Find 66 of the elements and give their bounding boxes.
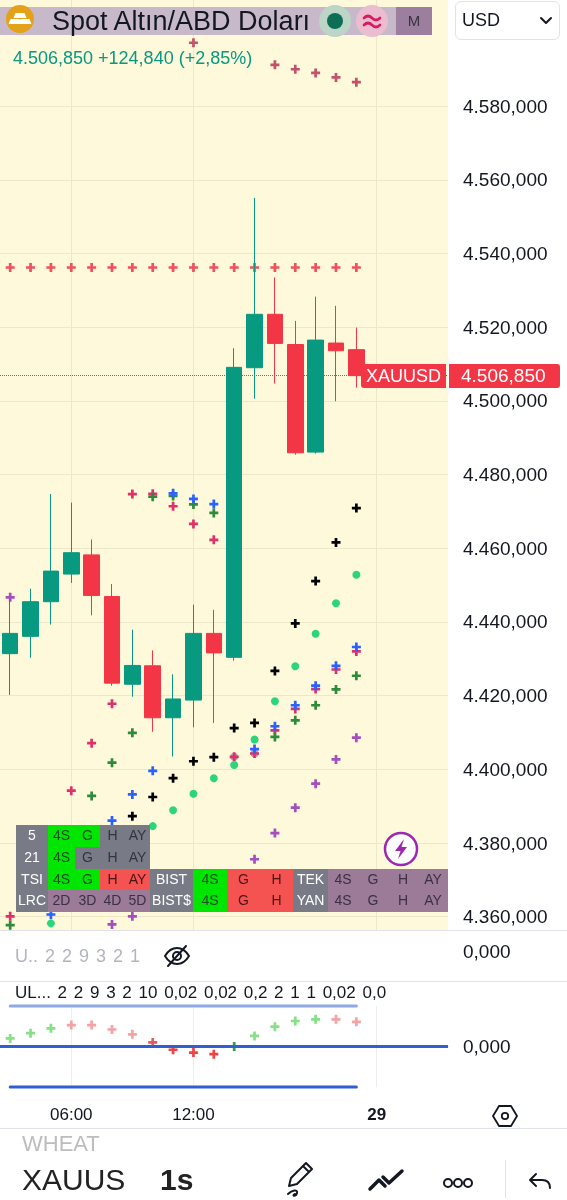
annotation: TEK [293, 868, 328, 891]
annotation: G [75, 868, 100, 891]
annotation: G [227, 890, 260, 912]
annotation: H [100, 868, 125, 891]
y-tick-label: 4.500,000 [463, 390, 548, 412]
annotation: 5D [125, 890, 150, 912]
y-tick-label: 4.420,000 [463, 685, 548, 707]
annotation: TSI [16, 868, 48, 891]
annotation: YAN [293, 890, 328, 912]
y-tick-label: 4.540,000 [463, 243, 548, 264]
text: 0,000 [463, 941, 511, 963]
x-tick-label: 06:00 [50, 1105, 93, 1124]
annotation: G [75, 846, 100, 869]
annotation: H [100, 846, 125, 869]
y-tick-label: 4.480,000 [463, 464, 548, 486]
chart-title: Spot Altın/ABD Doları [52, 6, 311, 36]
annotation: 4S [48, 868, 75, 891]
y-tick-label: 4.380,000 [463, 832, 548, 854]
y-tick-label: 4.580,000 [463, 95, 548, 117]
annotation: H [260, 890, 293, 912]
annotation: G [75, 825, 100, 847]
annotation: AY [125, 868, 150, 891]
annotation: 4S [328, 868, 358, 891]
text: 4.506,850 +124,840 (+2,85%) [13, 47, 253, 70]
y-tick-label: 4.360,000 [463, 906, 548, 928]
y-tick-label: 4.460,000 [463, 537, 548, 559]
text: 4.506,850 [449, 363, 560, 388]
annotation: G [358, 890, 388, 912]
text: USD [462, 9, 501, 31]
annotation: H [388, 868, 418, 891]
chart-title: UL... 2 2 9 3 2 10 0,02 0,02 0,2 2 1 1 0,02 0,0 [15, 983, 387, 1003]
annotation: AY [125, 825, 150, 847]
annotation: LRC [16, 890, 48, 912]
annotation: 4S [193, 890, 227, 912]
annotation: 5 [16, 825, 48, 847]
y-tick-label: 4.440,000 [463, 611, 548, 633]
annotation: H [100, 825, 125, 847]
x-tick-label: 29 [367, 1105, 387, 1124]
annotation: G [227, 868, 260, 891]
annotation: BIST [150, 868, 193, 891]
annotation: H [260, 868, 293, 891]
annotation: 2D [48, 890, 75, 912]
annotation: 4S [48, 825, 75, 847]
y-tick-label: 4.560,000 [463, 169, 548, 191]
text: 1s [160, 1163, 194, 1197]
annotation: 21 [16, 846, 48, 869]
annotation: G [358, 868, 388, 891]
x-tick-label: 12:00 [172, 1105, 215, 1124]
annotation: AY [418, 890, 448, 912]
y-tick-label: 4.400,000 [463, 758, 548, 780]
y-tick-label: 4.520,000 [463, 316, 548, 338]
annotation: 3D [75, 890, 100, 912]
annotation: 4S [193, 868, 227, 891]
annotation: 4S [328, 890, 358, 912]
text: WHEAT [22, 1131, 100, 1157]
annotation: BIST$ [150, 890, 193, 912]
annotation: 4D [100, 890, 125, 912]
text: XAUUS [22, 1163, 126, 1197]
text: 0,000 [463, 1035, 511, 1058]
annotation: M [396, 7, 432, 35]
ref-line-label: XAUUSD [360, 363, 446, 388]
annotation: AY [418, 868, 448, 891]
annotation: AY [125, 846, 150, 869]
text: U.. 2 2 9 3 2 1 [15, 945, 141, 967]
annotation: 4S [48, 846, 75, 869]
annotation: H [388, 890, 418, 912]
